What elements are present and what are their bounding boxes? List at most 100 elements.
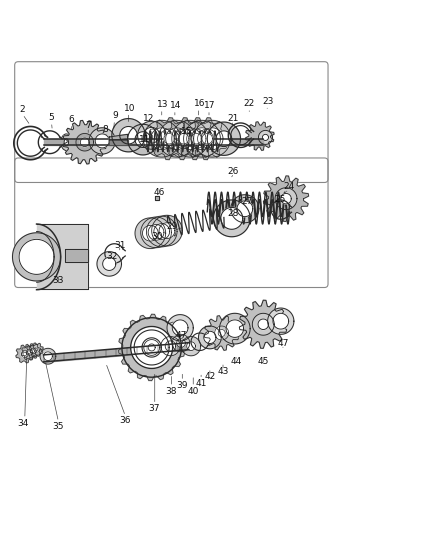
Polygon shape xyxy=(16,345,34,363)
Text: 36: 36 xyxy=(120,416,131,425)
Polygon shape xyxy=(258,131,272,144)
Polygon shape xyxy=(97,252,121,276)
Text: 8: 8 xyxy=(102,125,108,134)
Polygon shape xyxy=(280,193,290,204)
Polygon shape xyxy=(191,128,212,150)
Polygon shape xyxy=(186,342,195,351)
Polygon shape xyxy=(186,129,205,148)
Polygon shape xyxy=(175,118,216,160)
Polygon shape xyxy=(262,134,268,141)
Polygon shape xyxy=(154,196,159,200)
Polygon shape xyxy=(40,349,56,364)
Polygon shape xyxy=(148,224,163,240)
Polygon shape xyxy=(95,134,109,148)
Polygon shape xyxy=(163,133,174,144)
Polygon shape xyxy=(193,120,230,157)
Polygon shape xyxy=(218,329,225,336)
Text: 46: 46 xyxy=(153,189,164,198)
Polygon shape xyxy=(21,344,37,360)
Text: 43: 43 xyxy=(217,367,228,376)
Text: 16: 16 xyxy=(194,99,205,108)
Text: 10: 10 xyxy=(124,103,135,112)
Polygon shape xyxy=(220,207,242,229)
Polygon shape xyxy=(204,316,239,350)
Polygon shape xyxy=(76,133,93,151)
Polygon shape xyxy=(219,313,250,344)
Text: 26: 26 xyxy=(226,167,238,175)
Text: 32: 32 xyxy=(106,252,118,261)
Polygon shape xyxy=(151,128,172,150)
Polygon shape xyxy=(214,326,228,340)
Text: 38: 38 xyxy=(165,387,177,395)
Text: 9: 9 xyxy=(112,111,118,120)
Polygon shape xyxy=(201,133,212,144)
Polygon shape xyxy=(131,326,172,368)
Polygon shape xyxy=(120,126,137,144)
Polygon shape xyxy=(148,118,190,160)
Polygon shape xyxy=(159,129,178,148)
Text: 39: 39 xyxy=(176,381,187,390)
Polygon shape xyxy=(142,338,161,357)
Text: 41: 41 xyxy=(195,379,206,388)
Polygon shape xyxy=(35,349,38,351)
Polygon shape xyxy=(165,128,187,150)
Text: 17: 17 xyxy=(204,101,215,110)
Text: 24: 24 xyxy=(283,182,293,191)
Text: 37: 37 xyxy=(148,404,159,413)
Polygon shape xyxy=(135,218,165,248)
Text: 44: 44 xyxy=(230,358,241,366)
Polygon shape xyxy=(159,223,174,238)
Text: 45: 45 xyxy=(257,358,268,366)
Text: 28: 28 xyxy=(227,208,239,217)
Polygon shape xyxy=(258,319,268,329)
Polygon shape xyxy=(122,318,181,377)
Polygon shape xyxy=(142,225,158,241)
Polygon shape xyxy=(158,120,194,157)
Text: 25: 25 xyxy=(274,196,285,205)
Polygon shape xyxy=(207,122,240,155)
Polygon shape xyxy=(28,351,31,354)
Polygon shape xyxy=(138,121,165,149)
Text: 12: 12 xyxy=(143,114,154,123)
Text: 21: 21 xyxy=(226,114,238,123)
Polygon shape xyxy=(112,118,145,152)
Text: 35: 35 xyxy=(53,422,64,431)
Text: 30: 30 xyxy=(151,232,163,241)
Polygon shape xyxy=(275,188,296,209)
Text: 29: 29 xyxy=(166,222,177,231)
Polygon shape xyxy=(213,200,250,237)
Text: 31: 31 xyxy=(114,241,125,250)
Polygon shape xyxy=(89,128,115,154)
Polygon shape xyxy=(26,349,32,356)
Polygon shape xyxy=(176,338,185,348)
Polygon shape xyxy=(239,300,286,349)
Polygon shape xyxy=(13,233,60,281)
Polygon shape xyxy=(65,249,88,262)
Polygon shape xyxy=(102,257,116,270)
Polygon shape xyxy=(245,122,273,150)
Polygon shape xyxy=(186,118,227,160)
Polygon shape xyxy=(152,215,182,246)
Polygon shape xyxy=(118,314,184,381)
Polygon shape xyxy=(23,352,26,356)
Polygon shape xyxy=(165,341,175,351)
Polygon shape xyxy=(252,313,274,335)
Polygon shape xyxy=(144,340,159,356)
Ellipse shape xyxy=(64,139,68,146)
Polygon shape xyxy=(215,131,231,147)
Text: 13: 13 xyxy=(156,100,168,109)
Polygon shape xyxy=(181,336,200,356)
Polygon shape xyxy=(178,133,188,144)
Polygon shape xyxy=(203,332,215,344)
Polygon shape xyxy=(198,326,221,349)
Polygon shape xyxy=(191,133,201,144)
Polygon shape xyxy=(237,201,252,216)
Polygon shape xyxy=(134,330,169,365)
Polygon shape xyxy=(31,348,36,354)
Polygon shape xyxy=(141,217,171,248)
Polygon shape xyxy=(32,350,35,352)
Text: 47: 47 xyxy=(277,338,288,348)
Polygon shape xyxy=(272,313,288,329)
Polygon shape xyxy=(267,308,293,334)
Polygon shape xyxy=(183,120,220,157)
